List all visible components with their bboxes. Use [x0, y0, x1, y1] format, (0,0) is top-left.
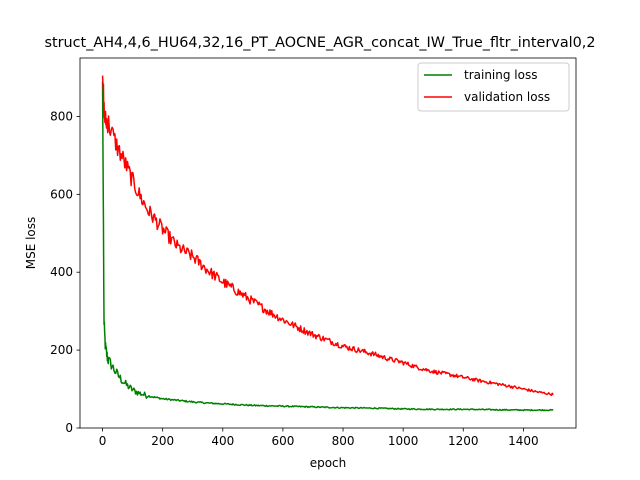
legend: training loss validation loss [417, 62, 570, 112]
series-line-training-loss [101, 81, 554, 412]
ticks: 0 200 400 600 800 1000 1200 1400 0 200 400 600 800 [50, 109, 539, 448]
x-tick-label: 800 [332, 434, 355, 448]
y-tick-label: 400 [50, 265, 73, 279]
plot-area [101, 75, 554, 412]
chart-title: struct_AH4,4,6_HU64,32,16_PT_AOCNE_AGR_c… [44, 35, 595, 51]
y-tick-label: 200 [50, 343, 73, 357]
x-tick-label: 200 [151, 434, 174, 448]
series-line-validation-loss [101, 75, 554, 397]
axes [79, 57, 577, 429]
x-tick-label: 1200 [448, 434, 479, 448]
legend-label-training-loss: training loss [464, 68, 537, 82]
y-tick-label: 800 [50, 109, 73, 123]
y-axis-label: MSE loss [24, 217, 38, 270]
axes-frame [79, 57, 577, 429]
y-tick-label: 0 [65, 421, 73, 435]
legend-box [417, 62, 570, 112]
x-tick-label: 0 [99, 434, 107, 448]
x-tick-label: 1400 [508, 434, 539, 448]
x-tick-label: 1000 [388, 434, 419, 448]
y-tick-label: 600 [50, 187, 73, 201]
x-tick-label: 600 [271, 434, 294, 448]
x-tick-label: 400 [211, 434, 234, 448]
legend-label-validation-loss: validation loss [464, 90, 550, 104]
x-axis-label: epoch [310, 456, 347, 470]
